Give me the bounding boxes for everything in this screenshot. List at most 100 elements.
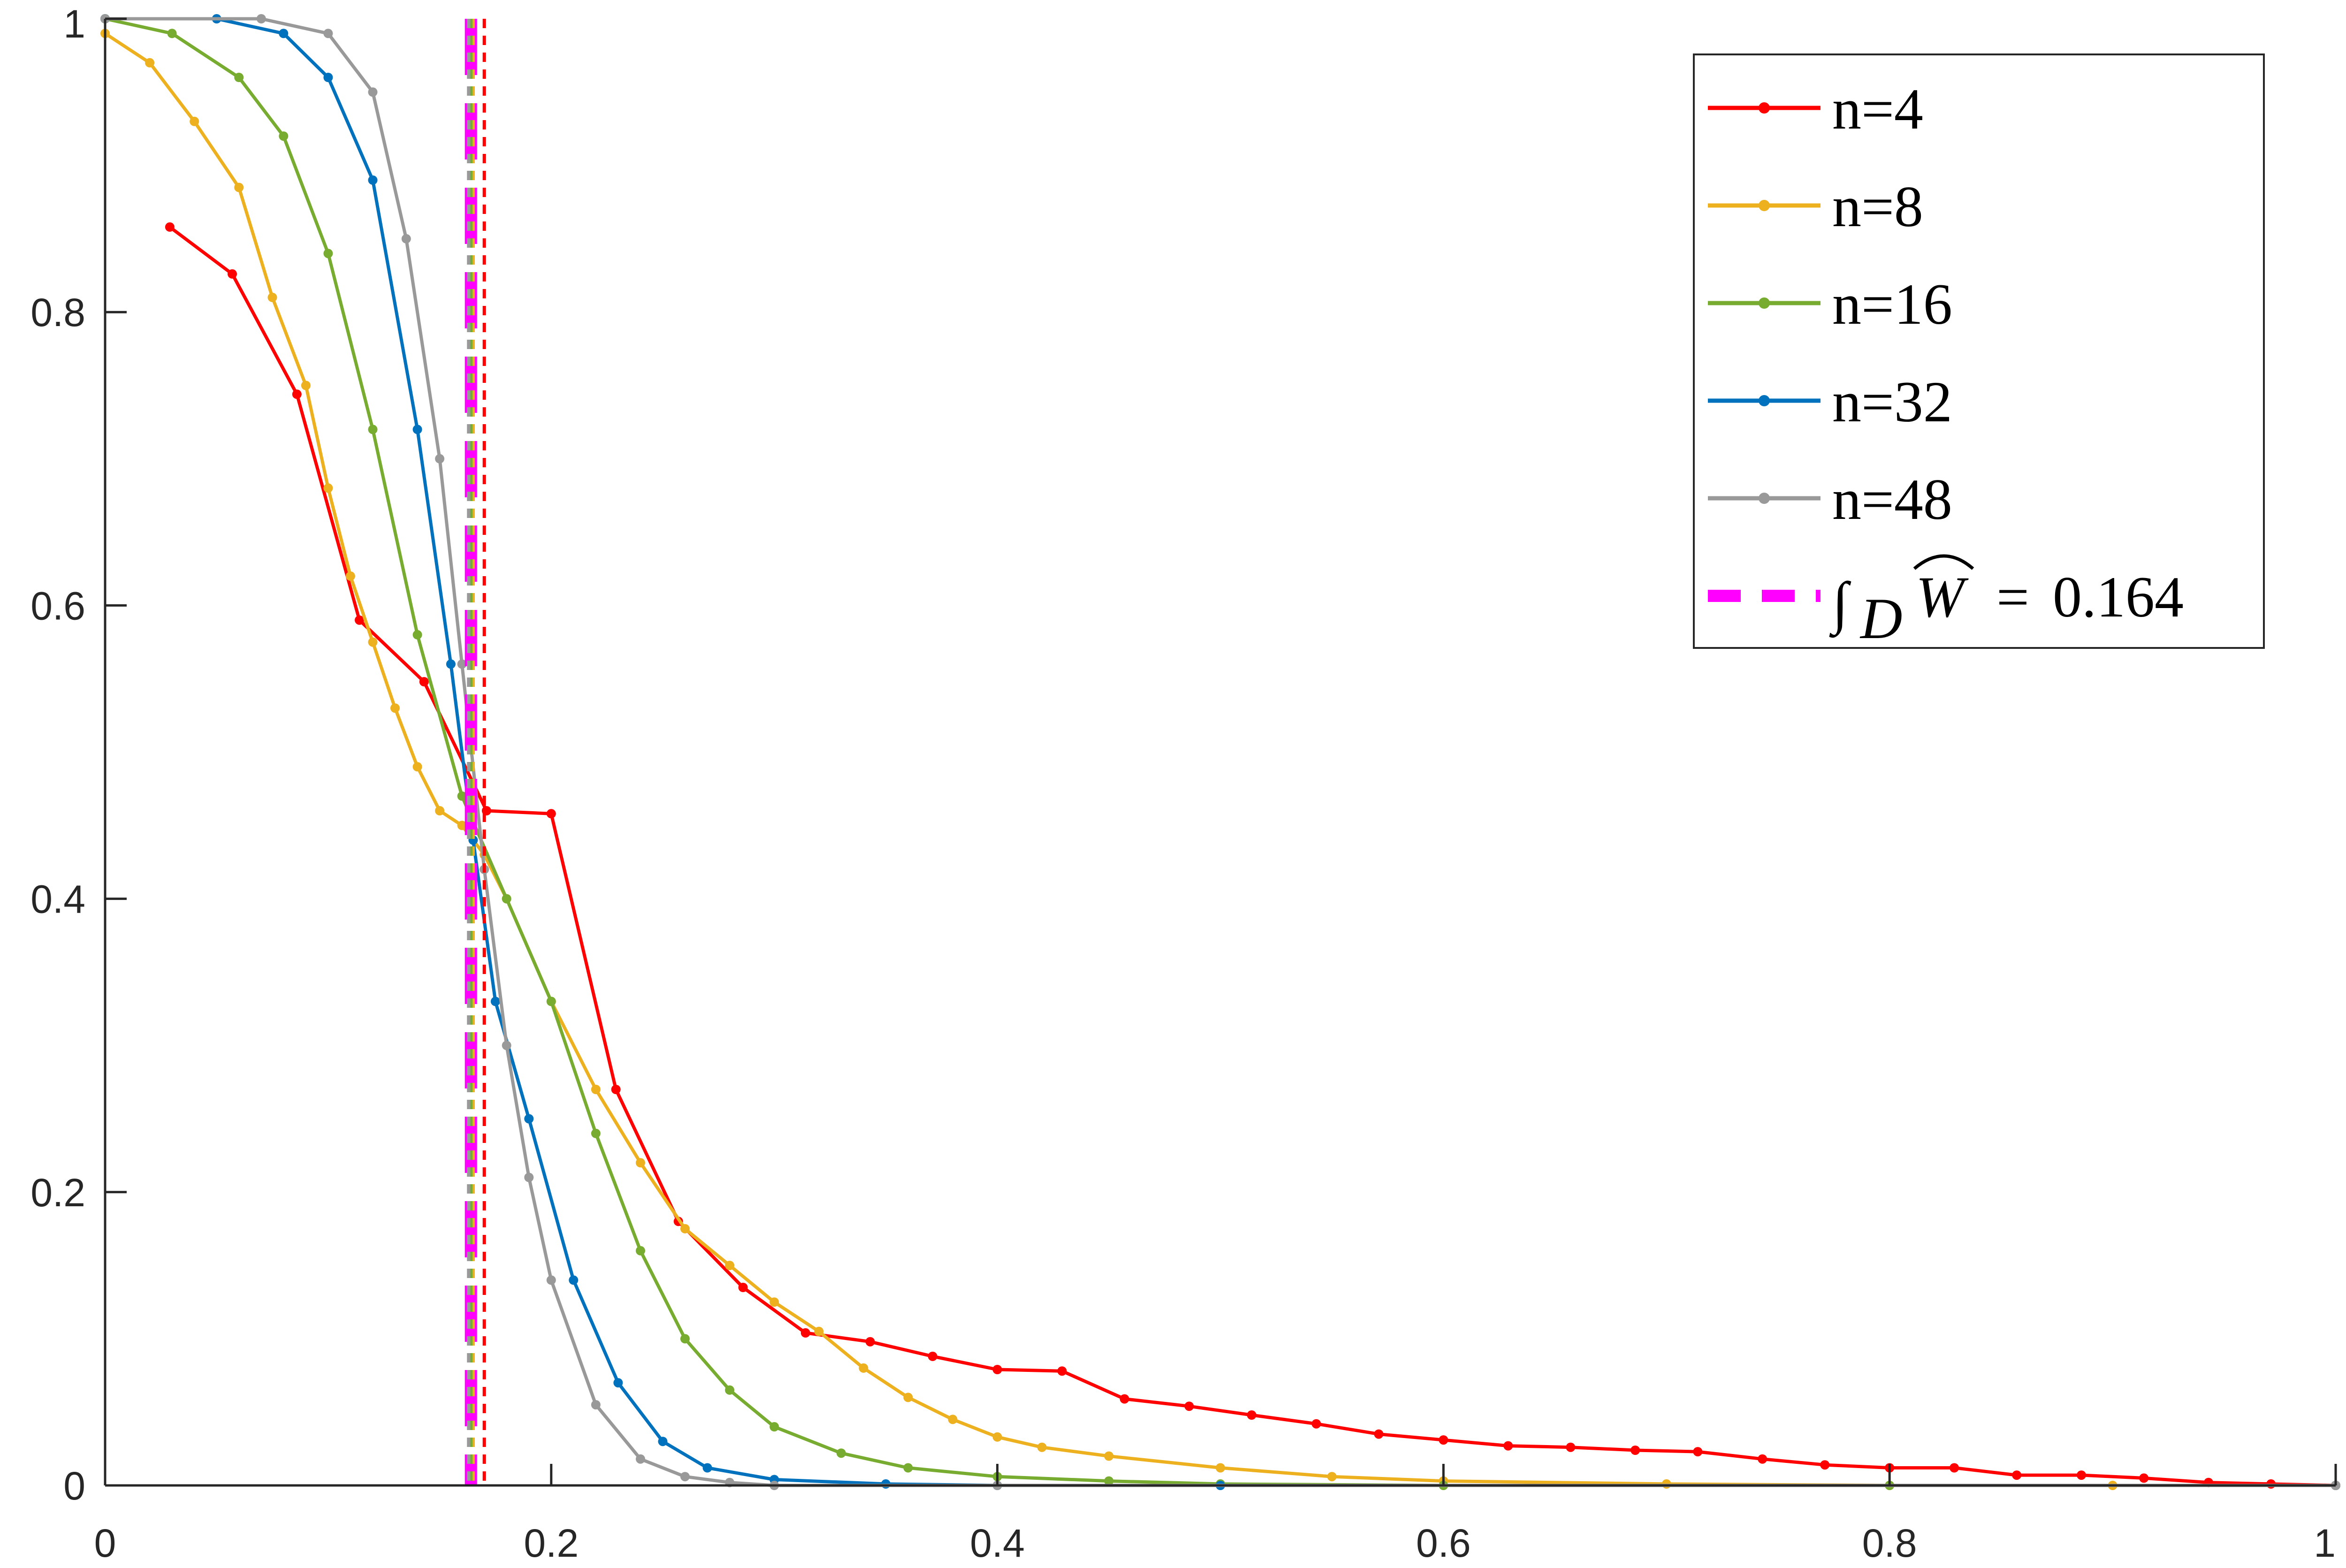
legend-label-n=4: n=4 bbox=[1832, 77, 1923, 141]
data-point-n=48 bbox=[457, 659, 467, 669]
data-point-n=4 bbox=[1247, 1410, 1257, 1420]
data-point-n=8 bbox=[145, 58, 155, 68]
x-tick-label: 0 bbox=[94, 1521, 116, 1565]
data-point-n=32 bbox=[368, 175, 378, 185]
data-point-n=4 bbox=[1439, 1435, 1448, 1445]
data-point-n=8 bbox=[301, 381, 311, 390]
legend-item-n=16: n=16 bbox=[1708, 272, 1952, 336]
data-point-n=4 bbox=[1566, 1442, 1576, 1452]
data-point-n=8 bbox=[190, 116, 199, 126]
integral-variable: W bbox=[1916, 565, 1969, 629]
data-point-n=32 bbox=[613, 1378, 623, 1388]
data-point-n=16 bbox=[725, 1385, 735, 1395]
data-point-n=8 bbox=[390, 703, 400, 713]
data-point-n=32 bbox=[658, 1437, 668, 1446]
data-point-n=4 bbox=[2139, 1473, 2149, 1483]
legend-item-n=4: n=4 bbox=[1708, 77, 1923, 141]
data-point-n=4 bbox=[1950, 1463, 1959, 1473]
series-n=16 bbox=[100, 14, 2340, 1490]
data-point-n=48 bbox=[435, 454, 445, 464]
data-point-n=32 bbox=[412, 425, 422, 434]
data-point-n=4 bbox=[419, 677, 429, 686]
legend-item-n=48: n=48 bbox=[1708, 467, 1952, 532]
data-point-n=16 bbox=[769, 1422, 779, 1431]
data-point-n=4 bbox=[1311, 1419, 1321, 1429]
data-point-n=4 bbox=[546, 809, 556, 819]
data-point-n=4 bbox=[1758, 1454, 1767, 1464]
data-point-n=4 bbox=[800, 1328, 810, 1338]
legend-marker-n=8 bbox=[1759, 200, 1770, 211]
y-tick-label: 0.6 bbox=[30, 584, 85, 628]
data-point-n=16 bbox=[680, 1334, 690, 1344]
data-point-n=48 bbox=[256, 14, 266, 23]
axes: 0 0.2 0.4 0.6 0.8 1 0 0.2 0.4 0.6 0.8 1 bbox=[30, 2, 2337, 1565]
y-tick-label: 0.4 bbox=[30, 877, 85, 921]
data-point-n=4 bbox=[992, 1365, 1002, 1374]
data-point-n=8 bbox=[903, 1393, 913, 1402]
data-point-n=16 bbox=[502, 894, 511, 904]
data-point-n=32 bbox=[569, 1275, 579, 1285]
legend-item-n=8: n=8 bbox=[1708, 175, 1923, 239]
integral-subscript: D bbox=[1859, 586, 1903, 651]
data-point-n=8 bbox=[1327, 1472, 1337, 1482]
data-point-n=8 bbox=[345, 571, 355, 581]
data-point-n=4 bbox=[355, 615, 364, 625]
x-tick-label: 1 bbox=[2314, 1521, 2336, 1565]
data-point-n=4 bbox=[1503, 1441, 1513, 1451]
data-point-n=8 bbox=[234, 183, 244, 192]
series-n=8 bbox=[100, 29, 2340, 1490]
data-point-n=8 bbox=[992, 1432, 1002, 1442]
legend-label-n=8: n=8 bbox=[1832, 175, 1923, 239]
data-point-n=8 bbox=[323, 483, 333, 493]
series-n=4 bbox=[165, 222, 2340, 1490]
y-tick-label: 1 bbox=[63, 2, 85, 46]
data-point-n=16 bbox=[279, 131, 289, 141]
data-point-n=4 bbox=[1374, 1429, 1384, 1439]
legend-label-n=48: n=48 bbox=[1832, 467, 1952, 532]
data-point-n=48 bbox=[368, 87, 378, 97]
data-point-n=16 bbox=[591, 1128, 601, 1138]
data-point-n=16 bbox=[234, 73, 244, 82]
data-point-n=16 bbox=[636, 1246, 645, 1256]
data-point-n=8 bbox=[435, 806, 445, 815]
legend-box bbox=[1693, 53, 2265, 649]
data-point-n=48 bbox=[502, 1041, 511, 1050]
data-point-n=48 bbox=[323, 29, 333, 38]
data-point-n=4 bbox=[228, 269, 237, 279]
data-point-n=32 bbox=[446, 659, 456, 669]
x-tick-label: 0.4 bbox=[970, 1521, 1025, 1565]
data-point-n=8 bbox=[948, 1415, 958, 1424]
x-tick-label: 0.2 bbox=[524, 1521, 579, 1565]
data-point-n=32 bbox=[702, 1463, 712, 1473]
data-point-n=4 bbox=[2012, 1470, 2022, 1480]
x-tick-label: 0.8 bbox=[1862, 1521, 1917, 1565]
data-point-n=16 bbox=[167, 29, 177, 38]
data-point-n=4 bbox=[2077, 1470, 2086, 1480]
data-point-n=16 bbox=[1104, 1476, 1114, 1486]
integral-value: 0.164 bbox=[2053, 565, 2184, 629]
legend-label-n=16: n=16 bbox=[1832, 272, 1952, 336]
data-point-n=4 bbox=[1820, 1460, 1830, 1470]
data-point-n=16 bbox=[457, 791, 467, 801]
y-tick-label: 0.8 bbox=[30, 290, 85, 335]
data-point-n=48 bbox=[591, 1400, 601, 1410]
data-point-n=32 bbox=[490, 997, 500, 1006]
data-point-n=4 bbox=[928, 1351, 937, 1361]
legend-marker-n=32 bbox=[1759, 395, 1770, 406]
data-point-n=8 bbox=[1216, 1463, 1225, 1473]
data-point-n=8 bbox=[457, 821, 467, 830]
data-point-n=8 bbox=[680, 1224, 690, 1233]
legend-marker-n=4 bbox=[1759, 102, 1770, 114]
data-point-n=8 bbox=[1104, 1451, 1114, 1461]
data-point-n=32 bbox=[279, 29, 289, 38]
data-point-n=16 bbox=[323, 249, 333, 259]
data-point-n=16 bbox=[546, 997, 556, 1006]
data-point-n=8 bbox=[267, 292, 277, 302]
data-point-n=4 bbox=[738, 1283, 748, 1292]
data-point-n=32 bbox=[524, 1114, 534, 1124]
hat-accent bbox=[1913, 554, 1974, 570]
data-point-n=48 bbox=[401, 234, 411, 244]
legend-label-n=32: n=32 bbox=[1832, 370, 1952, 434]
data-point-n=16 bbox=[368, 425, 378, 434]
plot-area bbox=[100, 14, 2340, 1490]
